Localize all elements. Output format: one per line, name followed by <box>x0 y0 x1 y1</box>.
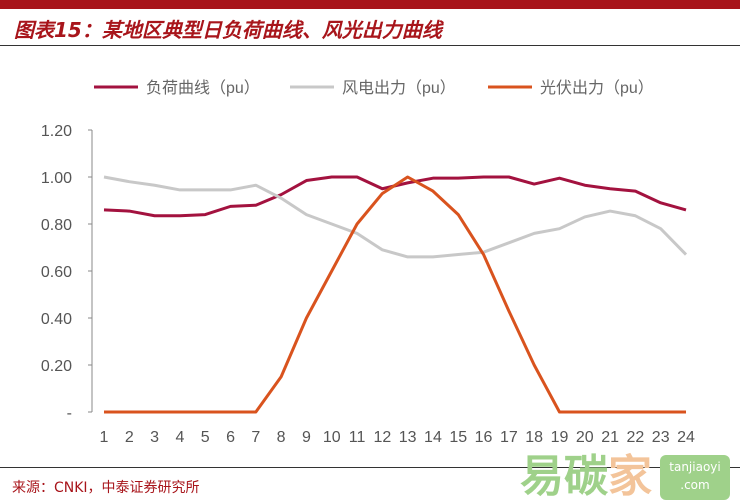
footer-divider <box>0 467 740 468</box>
legend-label: 风电出力（pu） <box>342 79 456 97</box>
x-tick-label: 15 <box>449 429 467 446</box>
x-tick-label: 8 <box>277 429 286 446</box>
x-tick-label: 7 <box>251 429 260 446</box>
y-tick-label: 1.00 <box>41 170 72 187</box>
series-line <box>103 175 688 259</box>
x-tick-label: 21 <box>601 429 619 446</box>
watermark-char: 碳 <box>564 451 608 502</box>
title-divider <box>0 45 740 46</box>
source-note: 来源：CNKI，中泰证券研究所 <box>12 480 200 496</box>
x-tick-label: 5 <box>201 429 210 446</box>
x-tick-label: 24 <box>677 429 695 446</box>
watermark-char: 家 <box>608 451 652 502</box>
x-tick-label: 17 <box>500 429 518 446</box>
x-tick-label: 4 <box>175 429 184 446</box>
watermark-char: 易 <box>520 451 564 502</box>
watermark-domain: .com <box>680 478 710 492</box>
y-tick-label: 1.20 <box>41 123 72 140</box>
line-chart: -0.200.400.600.801.001.201 2 3 4 5 6 7 8 9 10 11 12… <box>41 79 695 446</box>
watermark-badge: tanjiaoyi .com <box>660 455 730 500</box>
x-tick-label: 10 <box>323 429 341 446</box>
y-tick-label: 0.20 <box>41 358 72 375</box>
x-tick-label: 12 <box>373 429 391 446</box>
x-tick-label: 14 <box>424 429 442 446</box>
legend-label: 光伏出力（pu） <box>540 79 654 97</box>
y-tick-label: - <box>67 405 72 422</box>
x-tick-label: 6 <box>226 429 235 446</box>
x-tick-label: 3 <box>150 429 159 446</box>
watermark-site: tanjiaoyi <box>669 460 721 474</box>
x-tick-label: 2 <box>125 429 134 446</box>
x-tick-label: 20 <box>576 429 594 446</box>
x-tick-label: 23 <box>652 429 670 446</box>
x-tick-label: 22 <box>626 429 644 446</box>
series-line <box>103 175 687 218</box>
x-tick-label: 19 <box>551 429 569 446</box>
watermark-logo: 易碳家 <box>520 440 652 502</box>
x-tick-label: 18 <box>525 429 543 446</box>
legend-label: 负荷曲线（pu） <box>146 79 260 97</box>
y-tick-label: 0.80 <box>41 217 72 234</box>
y-tick-label: 0.60 <box>41 264 72 281</box>
x-tick-label: 13 <box>399 429 417 446</box>
x-tick-label: 9 <box>302 429 311 446</box>
x-tick-label: 16 <box>475 429 493 446</box>
chart-title: 图表15：某地区典型日负荷曲线、风光出力曲线 <box>14 18 442 42</box>
top-bar <box>0 0 740 9</box>
y-tick-label: 0.40 <box>41 311 72 328</box>
x-tick-label: 1 <box>100 429 109 446</box>
series-line <box>104 175 686 414</box>
x-tick-label: 11 <box>349 429 366 446</box>
